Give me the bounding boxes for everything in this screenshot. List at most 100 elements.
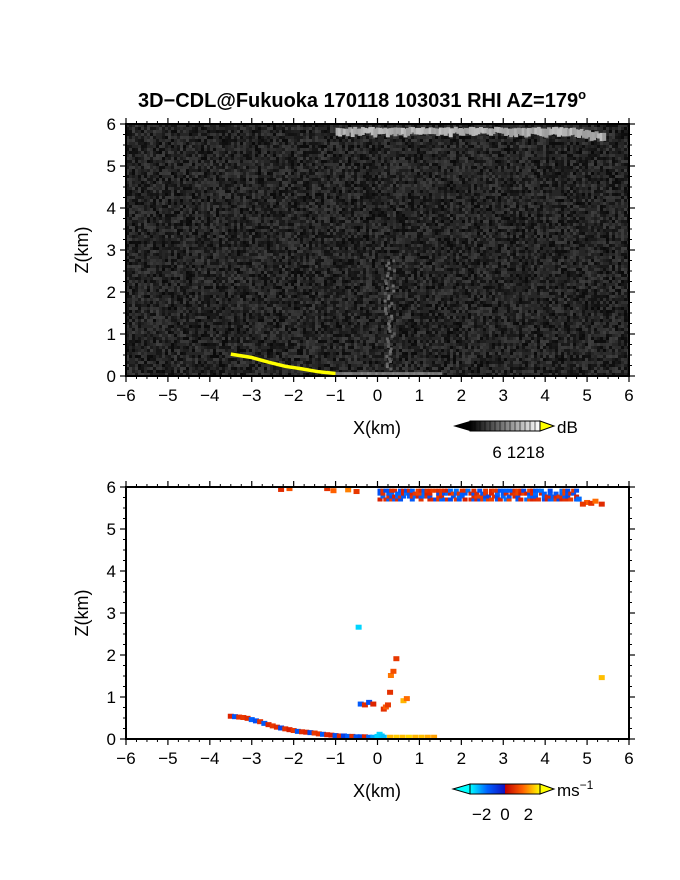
heatmap-cell bbox=[273, 154, 276, 157]
heatmap-cell bbox=[588, 217, 591, 220]
heatmap-cell bbox=[273, 145, 276, 148]
heatmap-cell bbox=[261, 205, 264, 208]
heatmap-cell bbox=[162, 157, 165, 160]
heatmap-cell bbox=[171, 226, 174, 229]
heatmap-cell bbox=[600, 160, 603, 163]
heatmap-cell bbox=[273, 160, 276, 163]
heatmap-cell bbox=[459, 229, 462, 232]
heatmap-cell bbox=[489, 142, 492, 145]
heatmap-cell bbox=[339, 145, 342, 148]
heatmap-cell bbox=[276, 127, 279, 130]
heatmap-cell bbox=[435, 190, 438, 193]
heatmap-cell bbox=[468, 184, 471, 187]
heatmap-cell bbox=[615, 145, 618, 148]
heatmap-cell bbox=[351, 166, 354, 169]
heatmap-cell bbox=[498, 196, 501, 199]
heatmap-cell bbox=[318, 205, 321, 208]
heatmap-cell bbox=[606, 226, 609, 229]
heatmap-cell bbox=[189, 214, 192, 217]
heatmap-cell bbox=[519, 223, 522, 226]
heatmap-cell bbox=[528, 220, 531, 223]
heatmap-cell bbox=[552, 169, 555, 172]
heatmap-cell bbox=[615, 163, 618, 166]
heatmap-cell bbox=[525, 124, 528, 127]
heatmap-cell bbox=[588, 139, 591, 142]
heatmap-cell bbox=[252, 214, 255, 217]
heatmap-cell bbox=[129, 226, 132, 229]
heatmap-cell bbox=[393, 187, 396, 190]
heatmap-cell bbox=[192, 154, 195, 157]
heatmap-cell bbox=[468, 163, 471, 166]
heatmap-cell bbox=[570, 214, 573, 217]
heatmap-cell bbox=[126, 178, 129, 181]
heatmap-cell bbox=[390, 124, 393, 127]
heatmap-cell bbox=[612, 232, 615, 235]
heatmap-cell bbox=[147, 187, 150, 190]
heatmap-cell bbox=[339, 220, 342, 223]
heatmap-cell bbox=[519, 187, 522, 190]
heatmap-cell bbox=[609, 184, 612, 187]
heatmap-cell bbox=[210, 199, 213, 202]
heatmap-cell bbox=[378, 211, 381, 214]
heatmap-cell bbox=[222, 154, 225, 157]
heatmap-cell bbox=[321, 199, 324, 202]
heatmap-cell bbox=[558, 163, 561, 166]
heatmap-cell bbox=[405, 124, 408, 127]
heatmap-cell bbox=[459, 172, 462, 175]
heatmap-cell bbox=[240, 187, 243, 190]
heatmap-cell bbox=[237, 142, 240, 145]
heatmap-cell bbox=[462, 142, 465, 145]
heatmap-cell bbox=[165, 217, 168, 220]
heatmap-cell bbox=[519, 205, 522, 208]
heatmap-cell bbox=[216, 163, 219, 166]
heatmap-cell bbox=[450, 124, 453, 127]
heatmap-cell bbox=[462, 178, 465, 181]
heatmap-cell bbox=[570, 157, 573, 160]
heatmap-cell bbox=[309, 187, 312, 190]
heatmap-cell bbox=[291, 151, 294, 154]
heatmap-cell bbox=[426, 223, 429, 226]
heatmap-cell bbox=[492, 181, 495, 184]
heatmap-cell bbox=[207, 217, 210, 220]
heatmap-cell bbox=[129, 205, 132, 208]
heatmap-cell bbox=[321, 172, 324, 175]
heatmap-cell bbox=[411, 202, 414, 205]
heatmap-cell bbox=[183, 226, 186, 229]
heatmap-cell bbox=[609, 166, 612, 169]
heatmap-cell bbox=[597, 229, 600, 232]
heatmap-cell bbox=[306, 211, 309, 214]
heatmap-cell bbox=[345, 154, 348, 157]
heatmap-cell bbox=[480, 214, 483, 217]
heatmap-cell bbox=[588, 127, 591, 130]
heatmap-cell bbox=[318, 229, 321, 232]
heatmap-cell bbox=[600, 190, 603, 193]
heatmap-cell bbox=[285, 145, 288, 148]
heatmap-cell bbox=[567, 139, 570, 142]
heatmap-cell bbox=[156, 211, 159, 214]
heatmap-cell bbox=[471, 139, 474, 142]
heatmap-cell bbox=[534, 145, 537, 148]
heatmap-cell bbox=[147, 202, 150, 205]
heatmap-cell bbox=[183, 178, 186, 181]
heatmap-cell bbox=[270, 187, 273, 190]
heatmap-cell bbox=[354, 145, 357, 148]
heatmap-cell bbox=[168, 160, 171, 163]
heatmap-cell bbox=[150, 229, 153, 232]
heatmap-cell bbox=[264, 226, 267, 229]
heatmap-cell bbox=[312, 145, 315, 148]
heatmap-cell bbox=[372, 151, 375, 154]
heatmap-cell bbox=[447, 211, 450, 214]
heatmap-cell bbox=[303, 229, 306, 232]
heatmap-cell bbox=[402, 196, 405, 199]
heatmap-cell bbox=[243, 223, 246, 226]
heatmap-cell bbox=[480, 139, 483, 142]
heatmap-cell bbox=[561, 217, 564, 220]
heatmap-cell bbox=[300, 226, 303, 229]
heatmap-cell bbox=[264, 193, 267, 196]
heatmap-cell bbox=[300, 178, 303, 181]
heatmap-cell bbox=[282, 124, 285, 127]
heatmap-cell bbox=[267, 193, 270, 196]
heatmap-cell bbox=[624, 190, 627, 193]
heatmap-cell bbox=[543, 175, 546, 178]
heatmap-cell bbox=[588, 193, 591, 196]
